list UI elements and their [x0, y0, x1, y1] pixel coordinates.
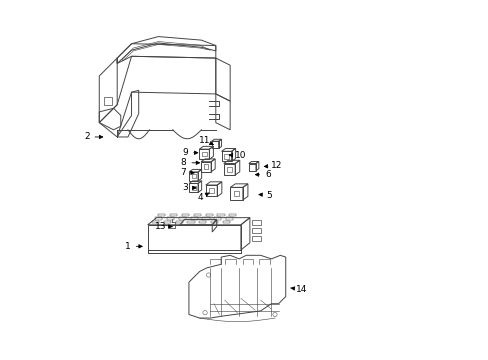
Bar	[224, 154, 228, 159]
Text: 11: 11	[198, 136, 213, 145]
Bar	[225, 217, 233, 220]
Bar	[251, 220, 260, 225]
Bar	[223, 221, 230, 224]
Text: 4: 4	[198, 193, 209, 202]
Bar	[104, 97, 112, 105]
Bar	[202, 217, 209, 220]
Bar	[199, 221, 206, 224]
Bar	[205, 214, 212, 216]
Bar	[187, 221, 194, 224]
Text: 2: 2	[84, 132, 102, 141]
Bar	[191, 186, 195, 190]
Bar	[229, 214, 236, 216]
Text: 3: 3	[182, 183, 196, 192]
Bar	[175, 221, 183, 224]
Text: 6: 6	[255, 170, 270, 179]
Bar	[214, 217, 221, 220]
Text: 12: 12	[264, 161, 282, 170]
Bar	[152, 221, 159, 224]
Bar	[251, 228, 260, 233]
Bar	[179, 217, 185, 220]
Text: 14: 14	[290, 285, 307, 294]
Text: 9: 9	[182, 148, 197, 157]
Bar	[182, 214, 189, 216]
Bar	[163, 221, 171, 224]
Bar	[191, 174, 195, 179]
Bar	[155, 217, 162, 220]
Text: 7: 7	[180, 168, 194, 177]
Bar	[211, 221, 218, 224]
Bar	[226, 167, 231, 172]
Bar	[203, 165, 208, 169]
Bar	[166, 217, 174, 220]
Bar	[190, 217, 197, 220]
Text: 5: 5	[259, 190, 272, 199]
Bar	[158, 214, 165, 216]
Text: 8: 8	[180, 158, 199, 167]
Text: 10: 10	[229, 152, 246, 161]
Text: 1: 1	[125, 242, 142, 251]
Bar	[251, 235, 260, 241]
Bar	[233, 191, 239, 197]
Bar	[217, 214, 224, 216]
Bar	[170, 214, 177, 216]
Bar	[208, 188, 214, 193]
Bar	[202, 152, 206, 157]
Text: 13: 13	[154, 222, 172, 231]
Bar	[193, 214, 201, 216]
